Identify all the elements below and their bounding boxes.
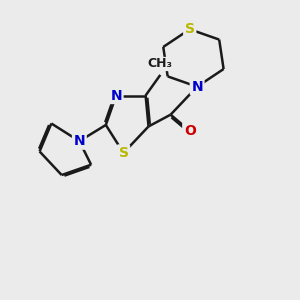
- Text: N: N: [110, 88, 122, 103]
- Text: N: N: [191, 80, 203, 94]
- Text: O: O: [184, 124, 196, 138]
- Text: S: S: [118, 146, 128, 160]
- Text: N: N: [74, 134, 85, 148]
- Text: CH₃: CH₃: [148, 58, 173, 70]
- Text: S: S: [185, 22, 195, 36]
